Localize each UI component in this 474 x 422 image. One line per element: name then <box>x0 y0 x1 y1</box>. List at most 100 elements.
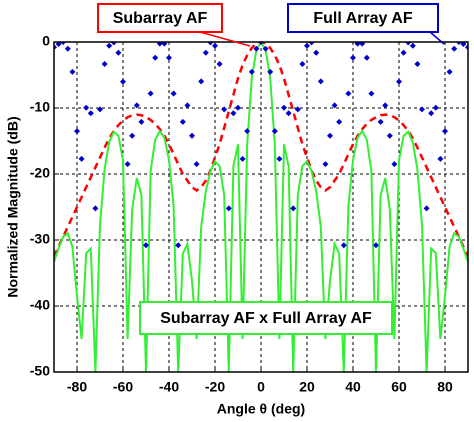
data-point <box>294 106 301 113</box>
data-point <box>239 155 246 162</box>
legend-label: Subarray AF x Full Array AF <box>160 310 372 327</box>
data-point <box>156 42 163 47</box>
data-point <box>345 90 352 97</box>
data-point <box>460 42 467 47</box>
data-point <box>55 42 62 47</box>
data-point <box>198 78 205 85</box>
data-point <box>414 61 421 68</box>
data-point <box>308 42 315 46</box>
x-axis-label: Angle θ (deg) <box>217 401 305 417</box>
data-point <box>262 45 269 52</box>
data-point <box>363 54 370 61</box>
data-point <box>225 205 232 212</box>
legend-box <box>97 3 223 33</box>
x-tick-label: -60 <box>113 379 133 395</box>
y-tick-label: -20 <box>30 165 50 181</box>
data-point <box>248 68 255 75</box>
data-point <box>331 102 338 109</box>
data-point <box>230 110 237 117</box>
arrow <box>199 31 251 47</box>
data-point <box>69 68 76 75</box>
data-point <box>207 42 214 46</box>
x-tick-label: 40 <box>345 379 361 395</box>
data-point <box>350 54 356 61</box>
data-point <box>184 102 191 109</box>
x-tick-label: -20 <box>205 379 225 395</box>
x-tick-label: -40 <box>159 379 179 395</box>
series-line <box>54 42 468 372</box>
ticks: -80 -60 -40 -20 0 20 40 60 80 -50 -40 -30 -20 -10 0 <box>30 33 453 395</box>
data-point <box>317 78 324 85</box>
data-point <box>64 45 71 52</box>
arrow <box>429 31 445 45</box>
data-point <box>322 161 329 168</box>
data-point <box>74 128 80 135</box>
data-point <box>327 132 333 139</box>
data-point <box>152 54 159 61</box>
data-point <box>244 128 251 135</box>
data-point <box>304 42 310 49</box>
data-point <box>386 132 393 139</box>
data-point <box>313 49 320 56</box>
data-point <box>129 132 136 139</box>
y-tick-label: -40 <box>30 297 50 313</box>
data-point <box>432 104 439 111</box>
data-point <box>340 242 347 249</box>
data-point <box>442 128 448 135</box>
data-point <box>400 49 407 56</box>
y-axis-label: Normalized Magnitude (dB) <box>5 116 21 297</box>
data-point <box>110 42 117 46</box>
data-point <box>235 104 241 111</box>
data-point <box>175 242 182 249</box>
data-point <box>78 155 85 162</box>
data-point <box>428 110 435 117</box>
x-tick-label: 60 <box>391 379 407 395</box>
data-point <box>267 68 274 75</box>
legend-label: Subarray AF <box>113 10 208 27</box>
data-point <box>115 49 122 56</box>
data-point <box>120 78 126 85</box>
data-point <box>212 42 218 49</box>
legend-label: Full Array AF <box>313 10 413 27</box>
data-point <box>170 90 177 97</box>
data-point <box>147 90 154 97</box>
x-tick-label: -80 <box>67 379 87 395</box>
data-point <box>423 205 430 212</box>
data-point <box>451 45 458 52</box>
data-point <box>276 155 283 162</box>
data-point <box>290 205 297 212</box>
data-point <box>382 102 389 109</box>
data-point <box>166 54 172 61</box>
data-point <box>87 110 94 117</box>
x-tick-label: 0 <box>257 379 265 395</box>
data-point <box>202 49 209 56</box>
x-tick-label: 80 <box>437 379 453 395</box>
y-tick-label: 0 <box>42 33 50 49</box>
data-point <box>253 45 260 52</box>
legend-box <box>139 301 393 335</box>
data-point <box>193 161 200 168</box>
data-point <box>106 42 113 49</box>
data-point <box>124 161 131 168</box>
data-point <box>359 42 366 47</box>
data-point <box>437 155 444 162</box>
data-point <box>83 104 90 111</box>
data-point <box>368 90 375 97</box>
data-point <box>138 118 145 125</box>
data-point <box>373 242 379 249</box>
data-point <box>446 68 453 75</box>
data-point <box>189 132 195 139</box>
data-point <box>271 128 278 135</box>
data-point <box>161 42 168 47</box>
data-point <box>354 42 361 47</box>
data-point <box>133 102 140 109</box>
data-point <box>336 118 343 125</box>
data-point <box>281 104 287 111</box>
legend: Subarray AF Full Array AF Subarray AF x … <box>97 3 445 335</box>
data-point <box>396 78 402 85</box>
data-point <box>377 118 384 125</box>
data-point <box>216 61 223 68</box>
data-point <box>179 118 186 125</box>
data-point <box>97 106 103 113</box>
